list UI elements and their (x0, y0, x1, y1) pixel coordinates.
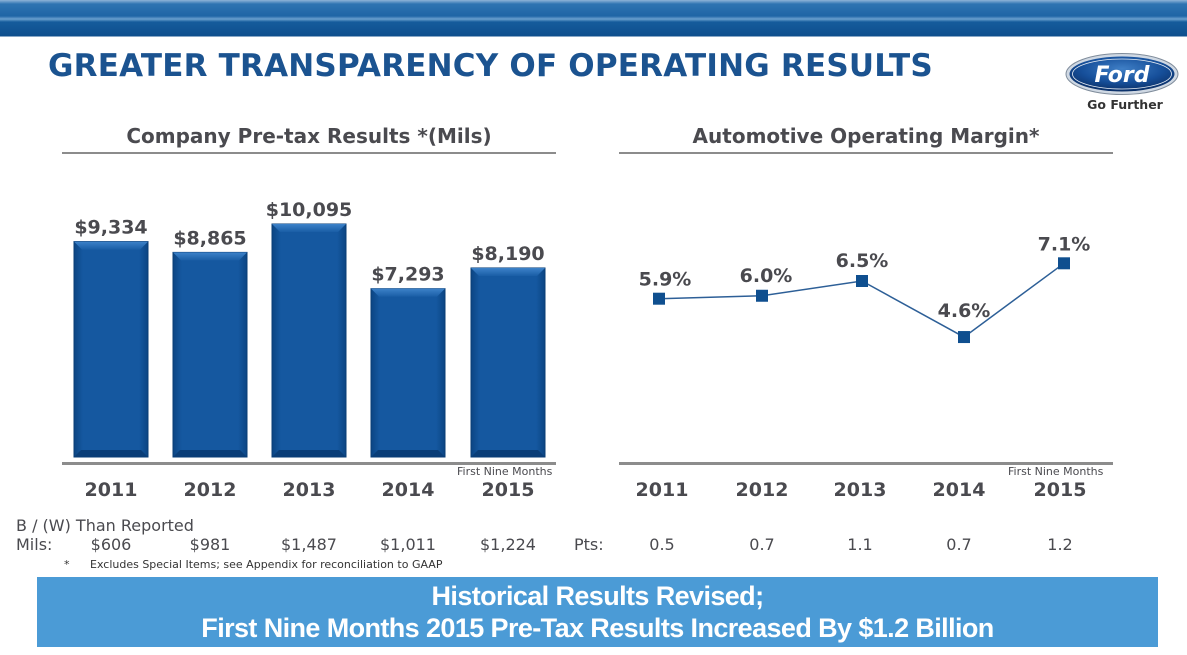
margin-label-2012: 6.0% (740, 265, 793, 287)
footnote-text: Excludes Special Items; see Appendix for… (90, 558, 443, 571)
better-worse-heading: B / (W) Than Reported (16, 516, 194, 535)
mils-value-2014: $1,011 (380, 535, 436, 554)
marker-2014 (958, 331, 970, 344)
pts-label: Pts: (574, 535, 604, 554)
footnote-marker: * (64, 558, 70, 571)
line-x-tick-2011: 2011 (635, 479, 689, 501)
marker-2015 (1058, 257, 1070, 270)
pts-value-2014: 0.7 (946, 535, 972, 554)
bar-chart-baseline (62, 462, 556, 465)
bar-label-2014: $7,293 (371, 264, 444, 286)
bar-x-tick-2013: 2013 (282, 479, 336, 501)
pts-value-2013: 1.1 (847, 535, 873, 554)
page-title: GREATER TRANSPARENCY OF OPERATING RESULT… (48, 48, 933, 84)
bar-label-2015: $8,190 (471, 243, 544, 265)
line-x-tick-2015: 2015 (1033, 479, 1087, 501)
bar-x-tick-2015: 2015 (481, 479, 535, 501)
banner-line-2: First Nine Months 2015 Pre-Tax Results I… (201, 613, 994, 643)
summary-banner: Historical Results Revised; First Nine M… (37, 577, 1158, 647)
bar-2013 (271, 223, 347, 458)
mils-value-2013: $1,487 (281, 535, 337, 554)
bar-x-tick-2014: 2014 (381, 479, 435, 501)
line-chart: 5.9% 6.0% 6.5% 4.6% 7.1% (639, 233, 1091, 344)
marker-2013 (856, 275, 868, 287)
margin-label-2015: 7.1% (1038, 233, 1091, 255)
pts-value-2012: 0.7 (749, 535, 775, 554)
bar-chart-2015-note: First Nine Months (457, 465, 553, 478)
line-chart-title: Automotive Operating Margin* (692, 124, 1040, 148)
header-band (0, 0, 1187, 37)
bar-2015 (470, 267, 546, 458)
bar-x-tick-2012: 2012 (183, 479, 237, 501)
pts-value-2011: 0.5 (649, 535, 675, 554)
marker-2012 (756, 289, 768, 302)
bar-label-2011: $9,334 (74, 217, 147, 239)
mils-value-2011: $606 (90, 535, 132, 554)
pts-value-2015: 1.2 (1047, 535, 1073, 554)
margin-label-2013: 6.5% (836, 250, 889, 272)
mils-value-2015: $1,224 (480, 535, 536, 554)
ford-logo-text: Ford (1094, 63, 1149, 88)
ford-logo: Ford (1065, 53, 1179, 95)
mils-label: Mils: (16, 535, 53, 554)
footnote: * Excludes Special Items; see Appendix fo… (64, 558, 442, 571)
margin-label-2011: 5.9% (639, 269, 692, 291)
marker-2011 (653, 292, 665, 305)
margin-line (658, 262, 1065, 338)
line-x-tick-2013: 2013 (833, 479, 887, 501)
line-chart-title-rule (619, 152, 1113, 154)
line-x-tick-2012: 2012 (735, 479, 789, 501)
line-chart-baseline (619, 462, 1113, 465)
bar-2012 (172, 251, 248, 458)
bar-label-2012: $8,865 (173, 227, 246, 249)
line-x-tick-2014: 2014 (932, 479, 986, 501)
bar-chart-title: Company Pre-tax Results *(Mils) (126, 124, 492, 148)
bar-x-tick-2011: 2011 (84, 479, 138, 501)
banner-line-1: Historical Results Revised; (431, 581, 765, 611)
bar-chart: $9,334 $8,865 $10,095 $7,293 $8,190 (73, 199, 546, 458)
tagline: Go Further (1087, 97, 1163, 112)
mils-value-2012: $981 (189, 535, 231, 554)
margin-label-2014: 4.6% (938, 300, 991, 322)
bar-2014 (370, 288, 446, 458)
bar-chart-title-rule (62, 152, 556, 154)
bar-2011 (73, 241, 149, 458)
bar-label-2013: $10,095 (266, 199, 353, 221)
line-chart-2015-note: First Nine Months (1008, 465, 1104, 478)
